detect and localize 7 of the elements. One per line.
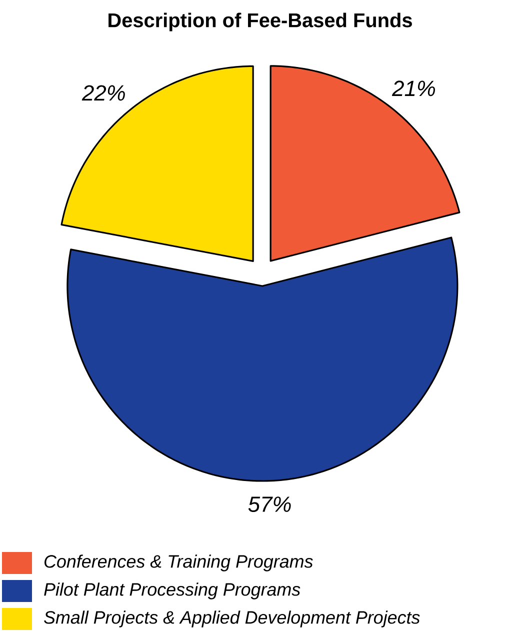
data-label: 57% <box>248 496 291 512</box>
legend-label: Small Projects & Applied Development Projects <box>44 610 420 628</box>
legend-label: Conferences & Training Programs <box>44 554 313 572</box>
chart-title: Description of Fee-Based Funds <box>108 12 412 32</box>
data-label: 21% <box>392 80 435 96</box>
data-label: 22% <box>82 85 125 101</box>
legend-label: Pilot Plant Processing Programs <box>44 582 300 600</box>
